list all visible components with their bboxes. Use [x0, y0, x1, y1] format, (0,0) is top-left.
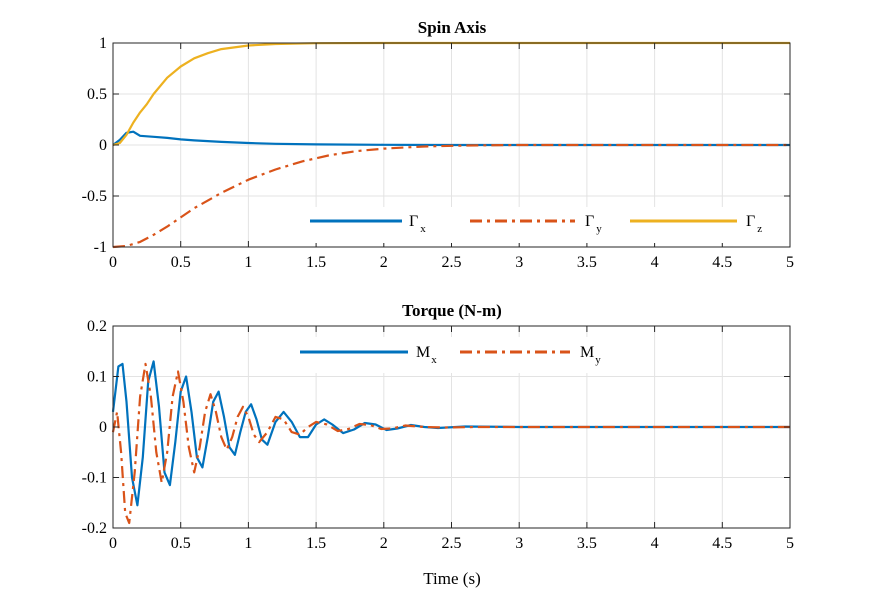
x-tick-label: 0.5	[171, 254, 191, 271]
y-tick-label: 0.5	[87, 86, 107, 103]
spin-axis-legend-box	[300, 207, 788, 243]
spin-axis-chart: Spin Axis 0 0.5 1 1.5 2 2.5 3 3.5 4 4.5 5 -1-0.500…	[82, 18, 794, 271]
y-tick-label: 0.2	[87, 318, 107, 335]
x-tick-label: 5	[786, 535, 794, 552]
y-tick-label: 0	[99, 419, 107, 436]
y-tick-label: -0.5	[82, 188, 107, 205]
series-line-gamma-x	[112, 130, 790, 147]
x-tick-label: 2	[380, 254, 388, 271]
x-tick-label: 2.5	[442, 254, 462, 271]
x-tick-label: 5	[786, 254, 794, 271]
torque-series	[111, 360, 790, 525]
x-tick-label: 1.5	[306, 254, 326, 271]
x-tick-label: 4	[651, 254, 659, 271]
x-tick-label: 3	[515, 254, 523, 271]
torque-y-tick-labels: -0.2 -0.1 0 0.1 0.2	[82, 318, 107, 537]
y-tick-label: -0.1	[82, 470, 107, 487]
torque-legend-box	[292, 337, 614, 373]
series-line-gamma-z	[112, 41, 790, 147]
torque-ticks	[112, 325, 791, 529]
spin-axis-x-tick-labels: 0 0.5 1 1.5 2 2.5 3 3.5 4 4.5 5	[109, 254, 794, 271]
torque-title: Torque (N-m)	[402, 301, 502, 320]
spin-axis-y-tick-labels: -1 -0.5 0 0.5 1	[82, 35, 107, 256]
y-tick-label: -0.2	[82, 520, 107, 537]
series-line-gamma-y	[112, 143, 790, 249]
x-tick-label: 1	[244, 535, 252, 552]
x-tick-label: 3.5	[577, 535, 597, 552]
x-tick-label: 0	[109, 254, 117, 271]
x-tick-label: 1.5	[306, 535, 326, 552]
torque-chart: Torque (N-m) 0 0.5 1 1.5 2 2.5 3 3.5 4 4.5 5 -0.2-…	[82, 301, 794, 588]
x-tick-label: 4.5	[712, 254, 732, 271]
series-line-m-y	[111, 362, 790, 525]
y-tick-label: 0.1	[87, 369, 107, 386]
spin-axis-title: Spin Axis	[418, 18, 487, 37]
torque-legend: Mx My	[292, 337, 614, 373]
torque-x-axis-label: Time (s)	[423, 569, 480, 588]
x-tick-label: 0.5	[171, 535, 191, 552]
legend-label-m-x: Mx	[416, 344, 437, 366]
x-tick-label: 1	[244, 254, 252, 271]
x-tick-label: 0	[109, 535, 117, 552]
y-tick-label: 1	[99, 35, 107, 52]
y-tick-label: -1	[94, 239, 107, 256]
x-tick-label: 4.5	[712, 535, 732, 552]
x-tick-label: 2.5	[442, 535, 462, 552]
spin-axis-series	[112, 41, 790, 249]
series-line-m-x	[111, 360, 790, 507]
x-tick-label: 4	[651, 535, 659, 552]
torque-x-tick-labels: 0 0.5 1 1.5 2 2.5 3 3.5 4 4.5 5	[109, 535, 794, 552]
x-tick-label: 2	[380, 535, 388, 552]
legend-label-m-y: My	[580, 344, 601, 366]
y-tick-label: 0	[99, 137, 107, 154]
x-tick-label: 3	[515, 535, 523, 552]
x-tick-label: 3.5	[577, 254, 597, 271]
